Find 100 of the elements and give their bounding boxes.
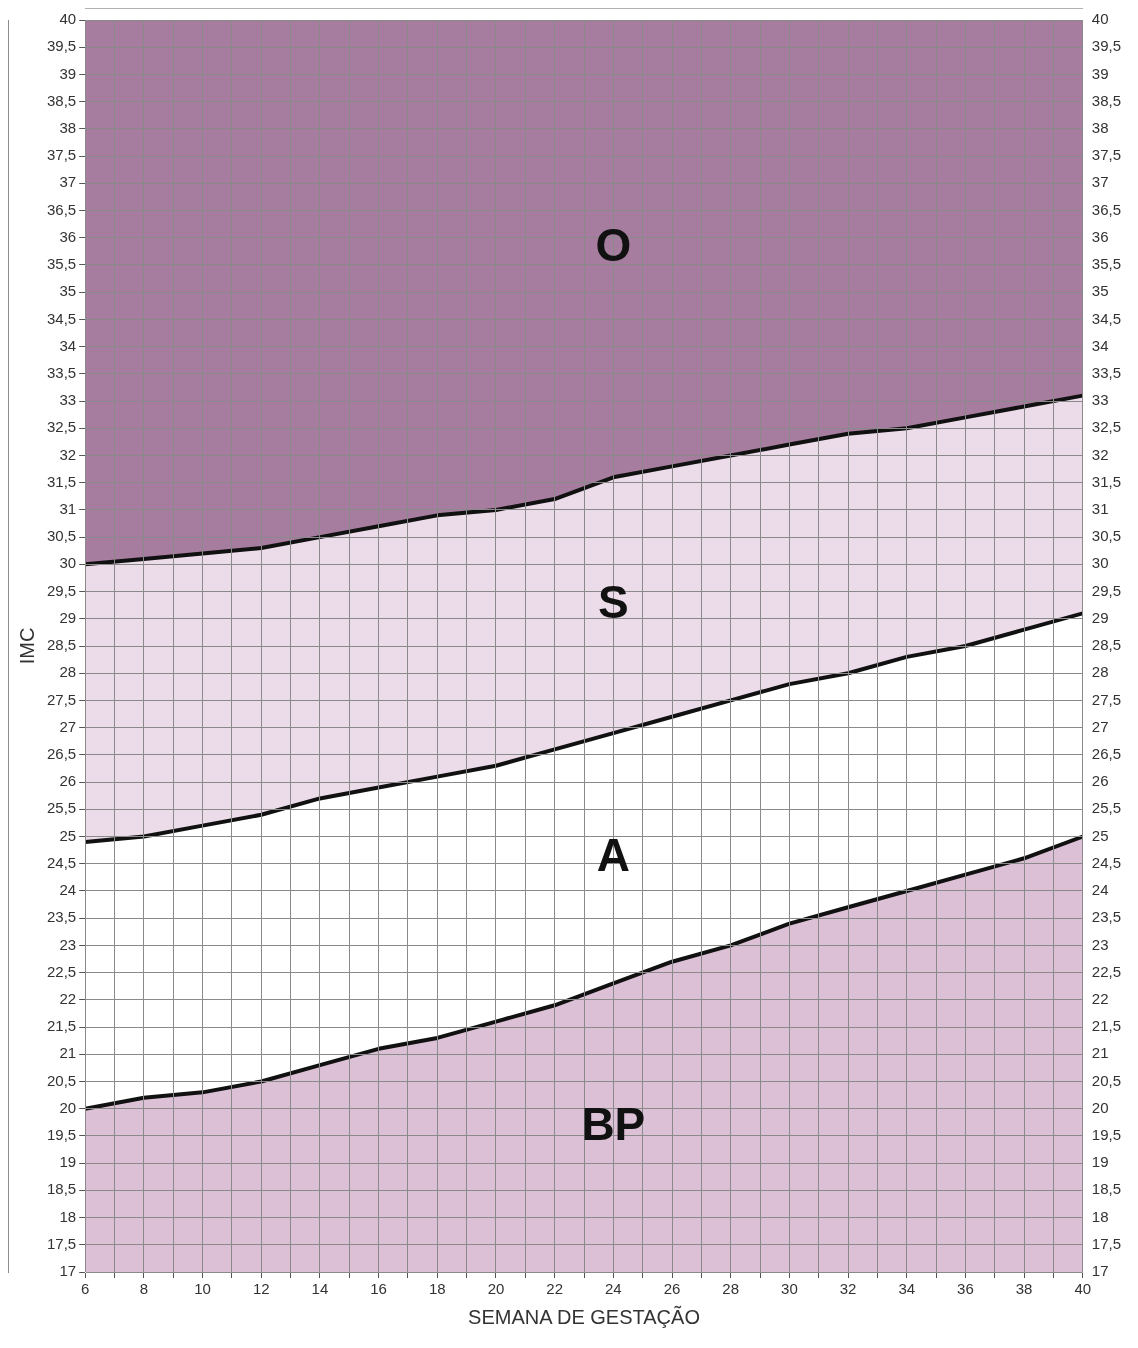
y-tick-label: 23,5 bbox=[46, 908, 77, 926]
y-tick-label: 25 bbox=[59, 826, 77, 844]
y2-tick-label: 35 bbox=[1091, 282, 1109, 300]
x-tick-label: 26 bbox=[663, 1280, 681, 1298]
y2-tick-label: 29,5 bbox=[1091, 581, 1122, 599]
y-tick-label: 27 bbox=[59, 717, 77, 735]
y-tick-label: 20 bbox=[59, 1098, 77, 1116]
y2-tick-label: 30,5 bbox=[1091, 527, 1122, 545]
y-tick-label: 38,5 bbox=[46, 91, 77, 109]
y2-tick-label: 35,5 bbox=[1091, 255, 1122, 273]
y-tick-label: 37 bbox=[59, 173, 77, 191]
x-tick-label: 8 bbox=[139, 1280, 149, 1298]
y2-tick-label: 17 bbox=[1091, 1262, 1109, 1280]
y-tick-label: 22,5 bbox=[46, 962, 77, 980]
y2-tick-label: 24,5 bbox=[1091, 853, 1122, 871]
y-tick-label: 33,5 bbox=[46, 363, 77, 381]
y-tick-label: 36 bbox=[59, 227, 77, 245]
y-tick-label: 39,5 bbox=[46, 37, 77, 55]
y-tick-label: 26,5 bbox=[46, 745, 77, 763]
y-tick-label: 33 bbox=[59, 391, 77, 409]
y-tick-label: 18,5 bbox=[46, 1180, 77, 1198]
y2-tick-label: 33,5 bbox=[1091, 363, 1122, 381]
y2-tick-label: 32,5 bbox=[1091, 418, 1122, 436]
y-tick-label: 31,5 bbox=[46, 472, 77, 490]
y-tick-label: 34,5 bbox=[46, 309, 77, 327]
annotation: BP bbox=[581, 1098, 646, 1151]
x-tick-label: 16 bbox=[370, 1280, 387, 1298]
y2-tick-label: 20 bbox=[1091, 1098, 1109, 1116]
y-tick-label: 20,5 bbox=[46, 1071, 77, 1089]
y-tick-label: 30,5 bbox=[46, 527, 77, 545]
y-tick-label: 29,5 bbox=[46, 581, 77, 599]
y2-tick-label: 36 bbox=[1091, 227, 1109, 245]
y2-tick-label: 24 bbox=[1091, 881, 1109, 899]
x-axis-title: SEMANA DE GESTAÇÃO bbox=[468, 1304, 700, 1328]
y2-tick-label: 34 bbox=[1091, 336, 1109, 354]
annotation: S bbox=[598, 575, 629, 628]
y-tick-label: 28,5 bbox=[46, 636, 77, 654]
y2-tick-label: 25 bbox=[1091, 826, 1109, 844]
y-axis-title: IMC bbox=[15, 627, 38, 665]
x-tick-label: 12 bbox=[252, 1280, 270, 1298]
y2-tick-label: 27 bbox=[1091, 717, 1109, 735]
x-tick-label: 36 bbox=[957, 1280, 974, 1298]
y-tick-label: 21 bbox=[59, 1044, 77, 1062]
y-tick-label: 25,5 bbox=[46, 799, 77, 817]
y-tick-label: 30 bbox=[59, 554, 77, 572]
x-tick-label: 6 bbox=[81, 1280, 90, 1298]
x-tick-label: 34 bbox=[898, 1280, 916, 1298]
y2-tick-label: 36,5 bbox=[1091, 200, 1122, 218]
y-tick-label: 26 bbox=[59, 772, 77, 790]
y-tick-label: 19,5 bbox=[46, 1126, 77, 1144]
annotation: A bbox=[596, 828, 630, 881]
x-tick-label: 32 bbox=[839, 1280, 857, 1298]
y-tick-label: 27,5 bbox=[46, 690, 77, 708]
y2-tick-label: 23,5 bbox=[1091, 908, 1122, 926]
y2-tick-label: 32 bbox=[1091, 445, 1109, 463]
y-tick-label: 22 bbox=[59, 989, 77, 1007]
y-tick-label: 18 bbox=[59, 1207, 77, 1225]
y2-tick-label: 40 bbox=[1091, 10, 1109, 28]
y2-tick-label: 31 bbox=[1091, 500, 1109, 518]
x-tick-label: 22 bbox=[546, 1280, 563, 1298]
x-tick-label: 10 bbox=[194, 1280, 211, 1298]
y-tick-label: 31 bbox=[59, 500, 77, 518]
y-tick-label: 36,5 bbox=[46, 200, 77, 218]
y2-tick-label: 21,5 bbox=[1091, 1017, 1122, 1035]
y2-tick-label: 28 bbox=[1091, 663, 1109, 681]
y-tick-label: 32,5 bbox=[46, 418, 77, 436]
x-tick-label: 38 bbox=[1015, 1280, 1033, 1298]
x-tick-label: 24 bbox=[605, 1280, 622, 1298]
y2-tick-label: 37 bbox=[1091, 173, 1109, 191]
y-tick-label: 29 bbox=[59, 608, 77, 626]
y2-tick-label: 22 bbox=[1091, 989, 1109, 1007]
y2-tick-label: 19 bbox=[1091, 1153, 1109, 1171]
y-tick-label: 21,5 bbox=[46, 1017, 77, 1035]
y2-tick-label: 27,5 bbox=[1091, 690, 1122, 708]
y-tick-label: 28 bbox=[59, 663, 77, 681]
y2-tick-label: 18,5 bbox=[1091, 1180, 1122, 1198]
y-tick-label: 35,5 bbox=[46, 255, 77, 273]
y2-tick-label: 31,5 bbox=[1091, 472, 1122, 490]
y2-tick-label: 26,5 bbox=[1091, 745, 1122, 763]
y2-tick-label: 22,5 bbox=[1091, 962, 1122, 980]
y2-tick-label: 20,5 bbox=[1091, 1071, 1122, 1089]
y-tick-label: 40 bbox=[59, 10, 77, 28]
annotation: O bbox=[595, 219, 632, 272]
y-tick-label: 19 bbox=[59, 1153, 77, 1171]
y2-tick-label: 37,5 bbox=[1091, 146, 1122, 164]
y-tick-label: 34 bbox=[59, 336, 77, 354]
y2-tick-label: 39,5 bbox=[1091, 37, 1122, 55]
x-tick-label: 14 bbox=[311, 1280, 329, 1298]
y2-tick-label: 25,5 bbox=[1091, 799, 1122, 817]
y2-tick-label: 19,5 bbox=[1091, 1126, 1122, 1144]
x-tick-label: 28 bbox=[722, 1280, 740, 1298]
y2-tick-label: 33 bbox=[1091, 391, 1109, 409]
x-tick-label: 30 bbox=[781, 1280, 798, 1298]
y2-tick-label: 28,5 bbox=[1091, 636, 1122, 654]
x-tick-label: 40 bbox=[1074, 1280, 1092, 1298]
y-tick-label: 23 bbox=[59, 935, 77, 953]
y-tick-label: 38 bbox=[59, 119, 77, 137]
y-tick-label: 24 bbox=[59, 881, 77, 899]
y-tick-label: 17 bbox=[59, 1262, 77, 1280]
y-tick-label: 37,5 bbox=[46, 146, 77, 164]
